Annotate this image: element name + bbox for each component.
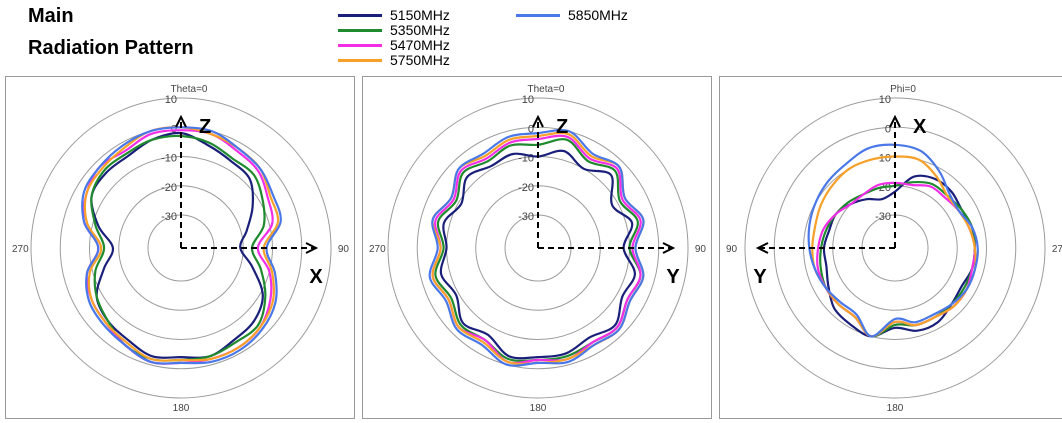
angle-label-bottom: 180 <box>530 403 547 414</box>
legend-label: 5470MHz <box>390 37 450 53</box>
angle-label-left: 270 <box>369 244 386 255</box>
polar-chart-2: -30 -20 -10 0 10 Theta=0 90 270 180 Z Y <box>362 76 712 419</box>
series-line-5470MHz <box>431 134 642 365</box>
grid-ring <box>30 97 332 399</box>
axis-name-up: X <box>913 116 927 138</box>
axis-arrowhead-up <box>532 114 544 128</box>
ring-label: -30 <box>875 211 891 223</box>
axis-name-up: Z <box>199 116 211 138</box>
ring-label: 10 <box>522 94 534 106</box>
axis-arrows: ZX <box>175 114 323 288</box>
legend-item-5470: 5470MHz <box>338 38 450 53</box>
plane-label: Theta=0 <box>171 84 208 95</box>
chart-title-line1: Main <box>28 5 74 27</box>
axis-arrowhead-up <box>889 114 901 128</box>
axis-name-up: Z <box>556 116 568 138</box>
legend-label: 5350MHz <box>390 22 450 38</box>
ring-label: 10 <box>165 94 177 106</box>
ring-label: 0 <box>528 123 534 135</box>
ring-label: 0 <box>885 123 891 135</box>
axis-arrowhead-left <box>755 242 769 254</box>
legend-label: 5150MHz <box>390 7 450 23</box>
polar-chart-1: -30 -20 -10 0 10 Theta=0 90 270 180 Z X <box>5 76 355 419</box>
series-line-5350MHz <box>819 180 976 338</box>
polar-chart-3: -30 -20 -10 0 10 Phi=0 27 90 180 X Y <box>719 76 1062 419</box>
ring-label: -20 <box>161 182 177 194</box>
series-line-5470MHz <box>816 181 976 338</box>
axis-name-right: X <box>309 266 323 288</box>
series-line-5150MHz <box>90 131 264 359</box>
legend-item-5150: 5150MHz <box>338 8 450 23</box>
legend-item-5750: 5750MHz <box>338 53 450 68</box>
ring-label: -30 <box>161 211 177 223</box>
series-line-5850MHz <box>81 126 282 365</box>
axis-arrows: ZY <box>532 114 680 288</box>
legend-label: 5750MHz <box>390 52 450 68</box>
series-line-5850MHz <box>428 129 645 367</box>
grid-ring <box>744 97 1046 399</box>
series-line-5150MHz <box>439 149 637 360</box>
legend-swatch <box>338 44 382 47</box>
angle-label-left: 270 <box>12 244 29 255</box>
angle-label-right: 90 <box>338 244 350 255</box>
axis-arrowhead-right <box>305 242 319 254</box>
legend-swatch <box>338 14 382 17</box>
legend-item-5850: 5850MHz <box>516 8 628 23</box>
ring-label: -30 <box>518 211 534 223</box>
plane-label: Theta=0 <box>528 84 565 95</box>
axis-name-right: Y <box>666 266 680 288</box>
ring-label: -20 <box>518 182 534 194</box>
ring-label: 10 <box>879 94 891 106</box>
axis-name-left: Y <box>753 266 767 288</box>
legend-label: 5850MHz <box>568 7 628 23</box>
grid-ring <box>387 97 689 399</box>
legend-swatch <box>338 59 382 62</box>
angle-label-right: 90 <box>695 244 707 255</box>
axis-arrows: XY <box>753 114 927 288</box>
axis-arrowhead-up <box>175 114 187 128</box>
plane-label: Phi=0 <box>890 84 916 95</box>
series-line-5850MHz <box>807 143 979 338</box>
angle-label-right: 27 <box>1052 244 1062 255</box>
legend: 5150MHz 5350MHz 5470MHz 5750MHz 5850MHz <box>338 4 668 74</box>
ring-label: -10 <box>161 153 177 165</box>
legend-swatch <box>338 29 382 32</box>
chart-title-line2: Radiation Pattern <box>28 37 194 59</box>
angle-label-left: 90 <box>726 244 738 255</box>
series-line-5750MHz <box>83 126 280 362</box>
angle-label-bottom: 180 <box>173 403 190 414</box>
angle-label-bottom: 180 <box>887 403 904 414</box>
legend-item-5350: 5350MHz <box>338 23 450 38</box>
axis-arrowhead-right <box>662 242 676 254</box>
legend-swatch <box>516 14 560 17</box>
ring-label: -10 <box>875 153 891 165</box>
